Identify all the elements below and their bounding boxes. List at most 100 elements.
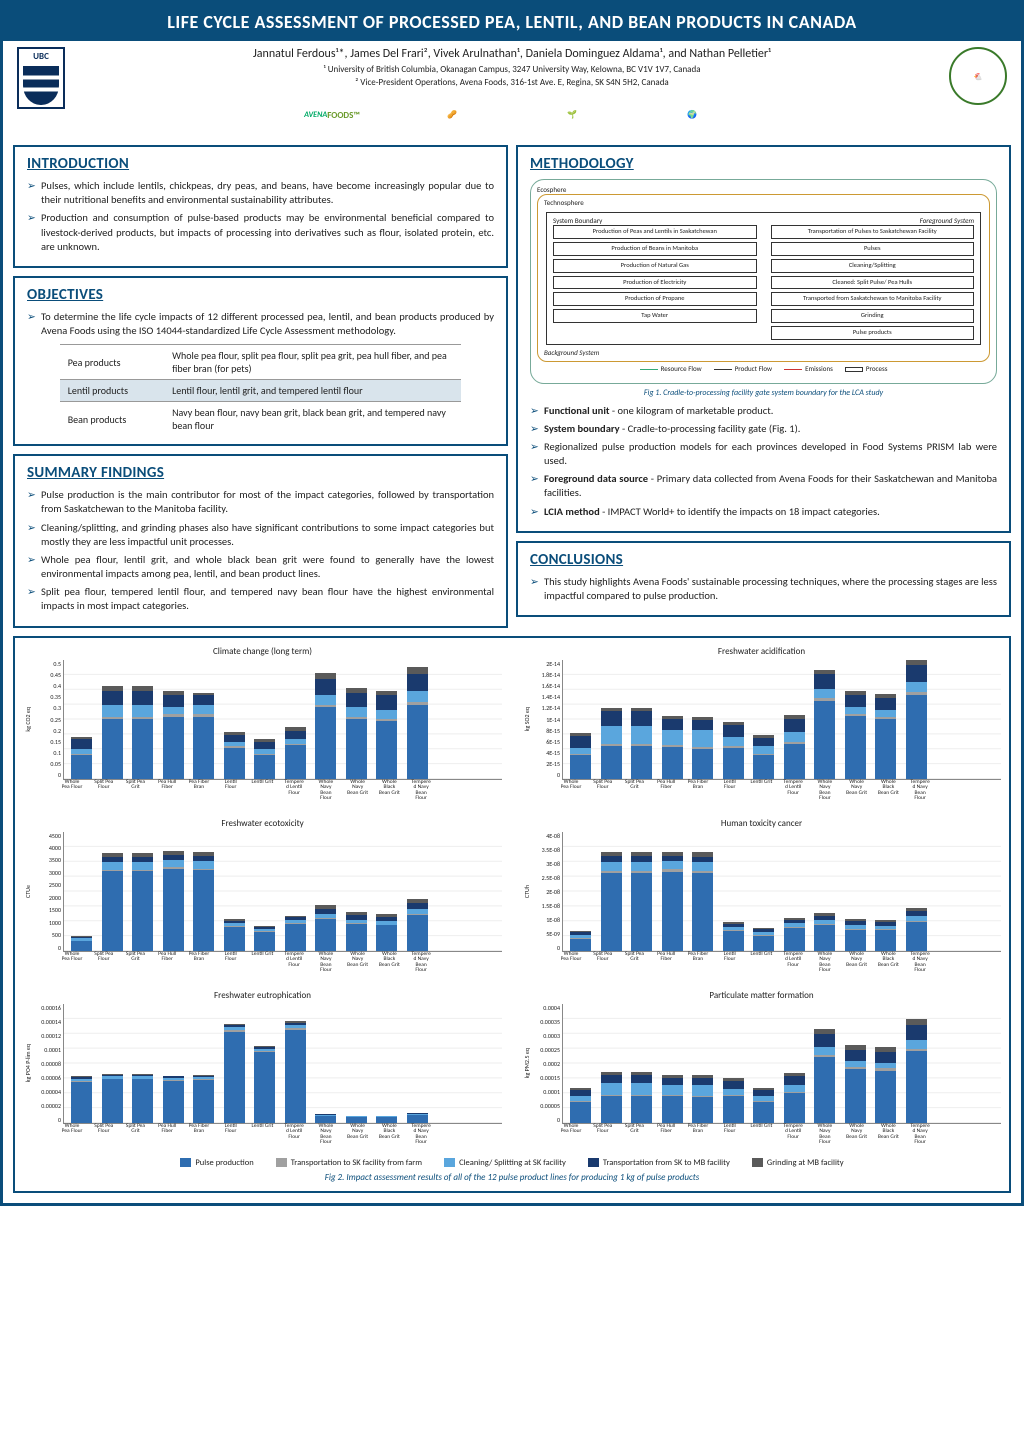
section-heading: SUMMARY FINDINGS [27,464,494,482]
chart-bar [875,660,896,779]
chart-bar [346,1004,367,1123]
list-item: Whole pea flour, lentil grit, and whole … [27,553,494,581]
chart-bar [692,832,713,951]
list-item: To determine the life cycle impacts of 1… [27,310,494,338]
list-item: Cleaning/splitting, and grinding phases … [27,521,494,549]
chart-bar [662,832,683,951]
chart-title: Freshwater acidification [522,646,1001,657]
chart-bar [723,660,744,779]
sponsor-icon: 🥜 [412,95,492,135]
chart-bar [784,1004,805,1123]
section-heading: METHODOLOGY [530,155,997,173]
chart: Freshwater acidification kg SO2 eq 2E-14… [522,646,1001,806]
fig1-caption: Fig 1. Cradle-to-processing facility gat… [530,388,997,398]
chart-bar [346,832,367,951]
list-item: Pulses, which include lentils, chickpeas… [27,179,494,207]
sponsor-icon: 🌱 [532,95,612,135]
methodology-box: METHODOLOGY Ecosphere Technosphere Syste… [516,145,1011,533]
diagram-left-col: Production of Peas and Lentils in Saskat… [553,225,757,340]
sponsor-icon: 🌍 [652,95,732,135]
chart-bar [906,1004,927,1123]
obj-list: To determine the life cycle impacts of 1… [27,310,494,338]
introduction-box: INTRODUCTION Pulses, which include lenti… [13,145,508,268]
chart-bar [570,1004,591,1123]
chart-bar [723,1004,744,1123]
ubc-logo: UBC [17,47,65,109]
chart-bar [875,832,896,951]
chart-bar [784,660,805,779]
chart-bar [132,1004,153,1123]
section-heading: OBJECTIVES [27,286,494,304]
chart-bar [570,660,591,779]
chart-bar [71,660,92,779]
diagram-right-col: Transportation of Pulses to Saskatchewan… [771,225,975,340]
list-item: Split pea flour, tempered lentil flour, … [27,585,494,613]
method-list: Functional unit - one kilogram of market… [530,404,997,519]
chart-bar [407,832,428,951]
chart-bar [631,832,652,951]
chart-bar [315,832,336,951]
chart-bar [254,832,275,951]
chart-bar [723,832,744,951]
chart-bar [692,660,713,779]
chart-bar [784,832,805,951]
list-item: System boundary - Cradle-to-processing f… [530,422,997,436]
concl-list: This study highlights Avena Foods' susta… [530,575,997,603]
chart-bar [102,1004,123,1123]
chart-bar [71,1004,92,1123]
chart-bar [845,1004,866,1123]
chart-bar [376,832,397,951]
summary-list: Pulse production is the main contributor… [27,488,494,613]
chart-bar [692,1004,713,1123]
chart-bar [102,832,123,951]
chart-bar [224,660,245,779]
section-heading: CONCLUSIONS [530,551,997,569]
chart-title: Climate change (long term) [23,646,502,657]
chart-bar [570,832,591,951]
chart-title: Freshwater ecotoxicity [23,818,502,829]
chart-bar [163,1004,184,1123]
poster-title: LIFE CYCLE ASSESSMENT OF PROCESSED PEA, … [3,3,1021,41]
chart: Freshwater eutrophication kg PO4 P-lim e… [23,990,502,1150]
chart-bar [315,1004,336,1123]
chart-bar [254,660,275,779]
chart-bar [193,660,214,779]
chart-bar [906,832,927,951]
chart-bar [814,1004,835,1123]
chart-bar [875,1004,896,1123]
chart-bar [845,832,866,951]
chart-bar [193,1004,214,1123]
affiliation-2: ² Vice-President Operations, Avena Foods… [3,76,1021,89]
chart-bar [662,660,683,779]
chart: Freshwater ecotoxicity CTUe 450040003500… [23,818,502,978]
prism-logo: 🐔 [949,47,1007,105]
chart-bar [631,660,652,779]
sponsor-row: AVENAFOODS™ 🥜 🌱 🌍 [3,89,1021,145]
chart: Human toxicity cancer CTUh 4E-083.5E-083… [522,818,1001,978]
chart-bar [845,660,866,779]
chart-bar [407,1004,428,1123]
chart-bar [753,660,774,779]
chart-bar [814,832,835,951]
chart-title: Human toxicity cancer [522,818,1001,829]
chart-bar [407,660,428,779]
chart-bar [132,832,153,951]
chart-bar [601,1004,622,1123]
chart: Climate change (long term) kg CO2 eq 0.5… [23,646,502,806]
chart-bar [285,1004,306,1123]
chart-bar [163,832,184,951]
chart-title: Particulate matter formation [522,990,1001,1001]
chart-legend: Pulse productionTransportation to SK fac… [23,1150,1001,1172]
list-item: Functional unit - one kilogram of market… [530,404,997,418]
chart-bar [376,1004,397,1123]
chart-bar [224,1004,245,1123]
chart-bar [102,660,123,779]
chart-bar [254,1004,275,1123]
objectives-box: OBJECTIVES To determine the life cycle i… [13,276,508,446]
chart-bar [753,832,774,951]
chart-bar [601,660,622,779]
section-heading: INTRODUCTION [27,155,494,173]
chart-bar [346,660,367,779]
list-item: Production and consumption of pulse-base… [27,211,494,254]
affiliation-1: ¹ University of British Columbia, Okanag… [3,63,1021,76]
